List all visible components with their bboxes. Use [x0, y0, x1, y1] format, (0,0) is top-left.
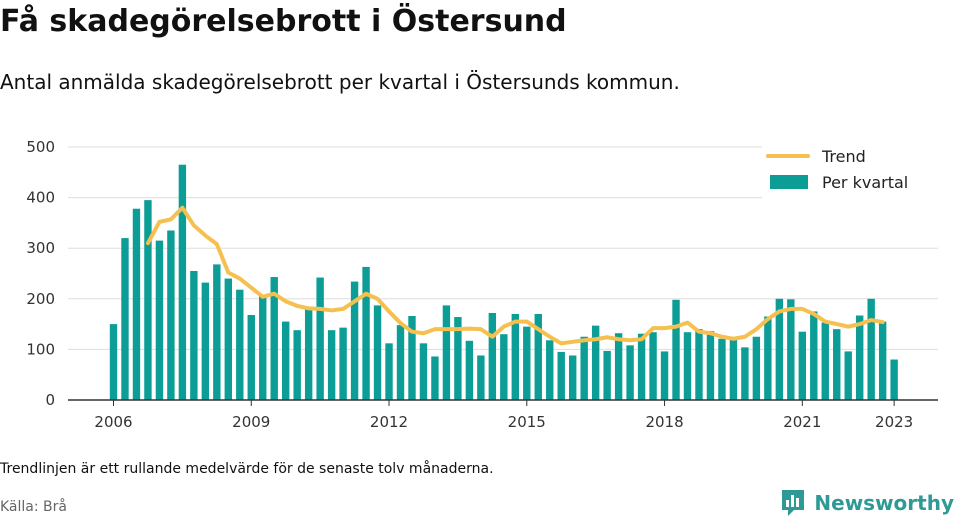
bar [213, 264, 221, 400]
x-tick-label: 2009 [232, 413, 270, 431]
bar [844, 351, 852, 400]
legend: Trend Per kvartal [762, 142, 940, 200]
y-tick-label: 500 [26, 138, 55, 156]
bar [741, 347, 749, 400]
bar [833, 329, 841, 400]
bar [546, 340, 554, 400]
legend-bar-label: Per kvartal [822, 173, 908, 192]
x-tick-label: 2006 [94, 413, 132, 431]
bar [752, 336, 761, 400]
bar [155, 240, 164, 400]
bar [798, 331, 806, 400]
bar [316, 277, 324, 400]
chart-subtitle: Antal anmälda skadegörelsebrott per kvar… [0, 70, 680, 94]
bar [247, 314, 255, 400]
legend-trend-label: Trend [821, 147, 866, 166]
bar [706, 331, 715, 400]
bar [327, 330, 336, 400]
bar [660, 351, 669, 400]
bar [454, 317, 462, 400]
y-tick-label: 100 [26, 340, 55, 358]
bar [603, 350, 611, 400]
bar [293, 330, 301, 400]
bar [718, 338, 726, 400]
brand-name: Newsworthy [814, 491, 954, 515]
bar [557, 351, 565, 400]
bar [339, 327, 347, 400]
bar [350, 281, 359, 400]
bar [523, 326, 531, 400]
x-tick-label: 2023 [875, 413, 913, 431]
bar [683, 332, 692, 400]
x-axis-labels: 2006 2009 2012 2015 2018 2021 2023 [94, 400, 913, 431]
bar [121, 238, 129, 400]
bar [431, 356, 439, 400]
bar [695, 329, 703, 400]
x-tick-label: 2021 [783, 413, 821, 431]
bar [190, 270, 198, 400]
x-tick-label: 2012 [370, 413, 408, 431]
bar [500, 334, 508, 400]
bar [764, 316, 772, 400]
bar [419, 343, 428, 400]
legend-background [762, 142, 940, 200]
bar [259, 296, 267, 400]
bar [236, 289, 244, 400]
bar [729, 337, 738, 400]
bar [867, 298, 875, 400]
y-tick-label: 300 [26, 239, 55, 257]
trend-line [145, 205, 885, 346]
bar [224, 278, 232, 400]
legend-bar-swatch [770, 175, 808, 189]
bar [304, 307, 313, 400]
bar [373, 305, 382, 400]
bar [282, 321, 290, 400]
bar-line-chart: 0 100 200 300 400 500 2006 2009 2012 2015 2018 202… [26, 138, 940, 431]
bar [442, 305, 451, 400]
bar [649, 332, 657, 400]
y-tick-label: 400 [26, 189, 55, 207]
bar [362, 266, 370, 400]
bar [201, 282, 210, 400]
bar [614, 333, 623, 400]
bar [890, 359, 898, 400]
bar [488, 312, 497, 400]
bar [775, 298, 784, 400]
bar [477, 355, 485, 400]
bar [821, 322, 829, 400]
bar [144, 200, 152, 400]
bar [178, 164, 187, 400]
y-tick-label: 0 [45, 391, 55, 409]
bar [270, 277, 278, 400]
y-tick-label: 200 [26, 290, 55, 308]
bar [569, 355, 577, 400]
bar [672, 299, 680, 400]
brand: Newsworthy [780, 488, 954, 518]
newsworthy-logo-icon [782, 490, 805, 516]
bar [787, 299, 795, 400]
bar [591, 325, 600, 400]
bar [856, 315, 864, 400]
bar [465, 340, 474, 400]
bar [810, 311, 818, 400]
bar [408, 316, 416, 400]
bars-per-kvartal [109, 164, 898, 400]
bar [396, 325, 405, 400]
bar [878, 321, 887, 400]
bar [167, 230, 175, 400]
y-axis-labels: 0 100 200 300 400 500 [26, 138, 55, 409]
bar [385, 343, 393, 400]
bar [511, 313, 519, 400]
bar [534, 313, 542, 400]
bar [626, 345, 634, 400]
footnote: Trendlinjen är ett rullande medelvärde f… [0, 461, 494, 477]
source-label: Källa: Brå [0, 499, 67, 515]
x-tick-label: 2018 [645, 413, 683, 431]
bar [132, 208, 141, 400]
bar [580, 336, 588, 400]
x-tick-label: 2015 [508, 413, 546, 431]
chart-title: Få skadegörelsebrott i Östersund [0, 4, 567, 39]
bar [637, 333, 646, 400]
bar [109, 324, 118, 400]
